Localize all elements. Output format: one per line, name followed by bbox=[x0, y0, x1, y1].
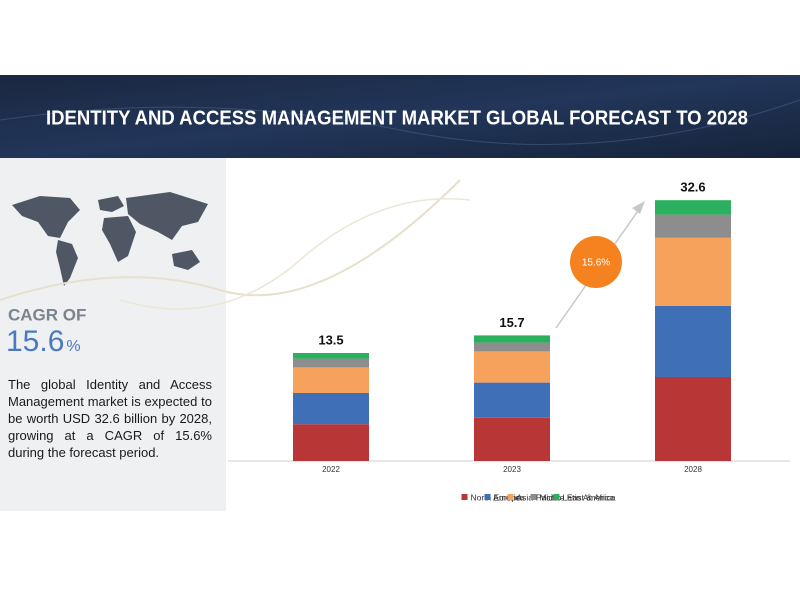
bar-segment bbox=[293, 424, 369, 461]
bar-segment bbox=[655, 200, 731, 215]
bar-segment bbox=[474, 335, 550, 343]
description: The global Identity and Access Managemen… bbox=[8, 377, 212, 460]
bar-segment bbox=[293, 353, 369, 359]
bar-segment bbox=[293, 393, 369, 425]
bar-segment bbox=[293, 367, 369, 393]
bar-segment bbox=[655, 377, 731, 461]
x-tick-label: 2028 bbox=[684, 465, 702, 474]
legend-label: Europe bbox=[494, 492, 522, 502]
total-label: 13.5 bbox=[318, 332, 343, 347]
x-tick-label: 2023 bbox=[503, 465, 521, 474]
legend-swatch bbox=[553, 494, 560, 500]
legend-swatch bbox=[461, 494, 468, 500]
bar-segment bbox=[474, 382, 550, 418]
bar-segment bbox=[293, 358, 369, 368]
x-tick-label: 2022 bbox=[322, 465, 340, 474]
legend-swatch bbox=[530, 494, 537, 500]
bar-segment bbox=[474, 417, 550, 461]
legend-label: North America bbox=[471, 492, 525, 502]
cagr-unit: % bbox=[66, 338, 80, 355]
legend-swatch bbox=[507, 494, 514, 500]
title: IDENTITY AND ACCESS MANAGEMENT MARKET GL… bbox=[46, 107, 748, 129]
annotation-circle bbox=[570, 236, 622, 288]
bar-segment bbox=[474, 342, 550, 352]
bar-segment bbox=[655, 305, 731, 377]
bar-segment bbox=[474, 351, 550, 383]
bar-segment bbox=[655, 237, 731, 306]
cagr-label: CAGR OF bbox=[8, 305, 86, 324]
banner-decoration bbox=[0, 99, 800, 146]
legend-label: Middle East & Africa bbox=[540, 492, 616, 502]
legend-label: Latin America bbox=[563, 492, 615, 502]
total-label: 32.6 bbox=[680, 180, 705, 195]
bar-segment bbox=[655, 214, 731, 238]
world-map bbox=[12, 192, 208, 286]
cagr-value: 15.6 bbox=[6, 325, 64, 358]
banner bbox=[0, 75, 800, 158]
legend-label: Asia-Pacific bbox=[517, 492, 562, 502]
annotation: 15.6% bbox=[582, 258, 610, 269]
total-label: 15.7 bbox=[499, 315, 524, 330]
legend-swatch bbox=[484, 494, 491, 500]
decorative-curve bbox=[0, 179, 461, 301]
decorative-curve bbox=[119, 198, 471, 310]
trend-arrowhead bbox=[632, 201, 645, 214]
